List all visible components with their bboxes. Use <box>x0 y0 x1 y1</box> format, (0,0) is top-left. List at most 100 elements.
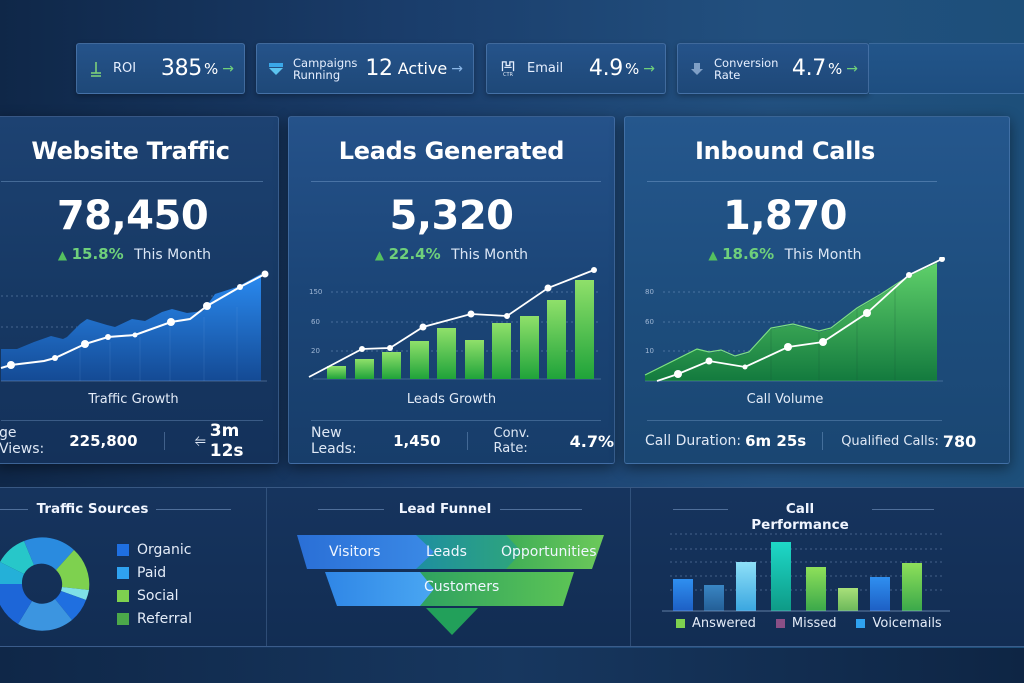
divider <box>0 509 28 510</box>
card-leads-generated[interactable]: Leads Generated 5,320 ▲ 22.4% This Month… <box>288 116 615 464</box>
traffic-sources-donut <box>0 537 90 631</box>
chart-label: Traffic Growth <box>88 392 179 407</box>
call-performance-title: Call Performance <box>751 501 849 533</box>
divider <box>466 432 468 450</box>
divider <box>1 181 263 182</box>
kpi-email-value: 4.9 <box>588 56 623 81</box>
funnel-stage-leads: Leads <box>426 544 467 560</box>
traffic-growth-chart <box>0 270 269 382</box>
card-inbound-calls[interactable]: Inbound Calls 1,870 ▲ 18.6% This Month 8… <box>624 116 1010 464</box>
qualified-calls-label: Qualified Calls: <box>841 433 939 449</box>
conv-rate-value: 4.7% <box>569 431 614 451</box>
legend-label: Answered <box>692 616 756 631</box>
legend-swatch <box>117 544 129 556</box>
card-delta: ▲ 22.4% This Month <box>289 245 614 263</box>
arrow-right-icon: → <box>222 60 234 77</box>
kpi-campaigns-unit: Active <box>397 59 448 78</box>
legend-swatch <box>117 590 129 602</box>
ctr-caption: CTR <box>502 71 514 78</box>
legend-swatch <box>775 619 785 628</box>
call-duration-value: 6m 25s <box>745 432 807 450</box>
conversion-icon <box>688 60 706 78</box>
kpi-roi-value: 385 <box>160 56 202 81</box>
delta-percent: 22.4% <box>388 245 441 263</box>
legend-label: Paid <box>137 565 167 581</box>
legend-social: Social <box>117 588 179 604</box>
page-views-value: 225,800 <box>69 432 138 450</box>
arrow-right-icon: → <box>846 60 858 77</box>
page-views-label: ge Views: <box>0 425 45 457</box>
kpi-conversion-label-line2: Rate <box>714 67 741 82</box>
kpi-email-label: Email <box>527 61 564 76</box>
kpi-roi-unit: % <box>204 59 219 78</box>
call-performance-chart <box>662 533 950 612</box>
kpi-conversion-rate[interactable]: Conversion Rate 4.7 % → <box>677 43 869 94</box>
card-stats: New Leads: 1,450 Conv. Rate: 4.7% <box>289 425 614 457</box>
funnel-stage-opportunities: Opportunities <box>501 544 597 560</box>
trend-up-icon: ▲ <box>708 248 718 262</box>
legend-paid: Paid <box>117 565 166 581</box>
legend-organic: Organic <box>117 542 191 558</box>
divider <box>647 420 942 421</box>
card-delta: ▲ 18.6% This Month <box>625 245 1009 263</box>
kpi-conversion-unit: % <box>828 59 843 78</box>
divider <box>1 420 263 421</box>
session-time-icon: ⥢ <box>194 433 206 449</box>
arrow-right-icon: → <box>643 60 655 77</box>
legend-label: Social <box>137 588 179 604</box>
leads-growth-chart: 150 60 20 <box>308 267 601 380</box>
svg-text:150: 150 <box>309 288 322 296</box>
bottom-panel: Traffic Sources Organic Paid Social <box>0 487 1024 647</box>
call-duration-label: Call Duration: <box>645 433 742 449</box>
qualified-calls-value: 780 <box>942 431 977 451</box>
kpi-email-unit: % <box>625 59 640 78</box>
card-website-traffic[interactable]: Website Traffic 78,450 ▲ 15.8% This Mont… <box>0 116 279 464</box>
call-volume-chart: 80 60 10 <box>644 257 945 382</box>
kpi-roi-label: ROI <box>113 61 137 76</box>
card-value: 78,450 <box>56 193 209 239</box>
kpi-conversion-value: 4.7 <box>791 56 826 81</box>
legend-referral: Referral <box>117 611 192 627</box>
kpi-conversion-label-line1: Conversion <box>714 55 779 70</box>
new-leads-label: New Leads: <box>311 425 357 457</box>
legend-answered: Answered <box>676 616 756 631</box>
card-stats: Call Duration: 6m 25s Qualified Calls: 7… <box>625 429 1009 453</box>
new-leads-value: 1,450 <box>393 432 441 450</box>
divider <box>266 488 267 646</box>
kpi-roi[interactable]: ROI 385 % → <box>76 43 245 94</box>
legend-missed: Missed <box>775 616 836 631</box>
svg-text:80: 80 <box>645 288 654 296</box>
kpi-email-ctr[interactable]: CTR Email 4.9 % → <box>486 43 666 94</box>
avg-session-value: 3m 12s <box>209 421 244 461</box>
conv-rate-label: Conv. Rate: <box>493 426 530 456</box>
svg-text:10: 10 <box>645 347 654 355</box>
kpi-campaigns-label-line2: Running <box>293 67 341 82</box>
delta-period: This Month <box>451 247 529 263</box>
divider <box>500 509 582 510</box>
delta-percent: 15.8% <box>71 245 124 263</box>
kpi-conversion-label: Conversion Rate <box>714 57 786 81</box>
divider <box>318 509 384 510</box>
delta-period: This Month <box>134 247 212 263</box>
call-performance-legend: Answered Missed Voicemails <box>676 616 942 631</box>
legend-label: Organic <box>137 542 192 558</box>
legend-swatch <box>856 619 866 628</box>
funnel-stage-customers: Customers <box>424 579 500 595</box>
divider <box>156 509 231 510</box>
svg-text:60: 60 <box>311 318 320 326</box>
card-delta: ▲ 15.8% This Month <box>0 245 278 263</box>
legend-swatch <box>117 567 129 579</box>
legend-voicemails: Voicemails <box>856 616 942 631</box>
divider <box>311 181 601 182</box>
card-title: Inbound Calls <box>694 137 876 165</box>
svg-text:20: 20 <box>311 347 320 355</box>
delta-percent: 18.6% <box>722 245 775 263</box>
kpi-campaigns-label: Campaigns Running <box>293 57 365 81</box>
kpi-campaigns[interactable]: Campaigns Running 12 Active → <box>256 43 474 94</box>
legend-label: Referral <box>137 611 192 627</box>
card-value: 5,320 <box>389 193 514 239</box>
kpi-campaigns-value: 12 <box>365 56 393 81</box>
divider <box>163 432 165 450</box>
roi-icon <box>87 60 105 78</box>
